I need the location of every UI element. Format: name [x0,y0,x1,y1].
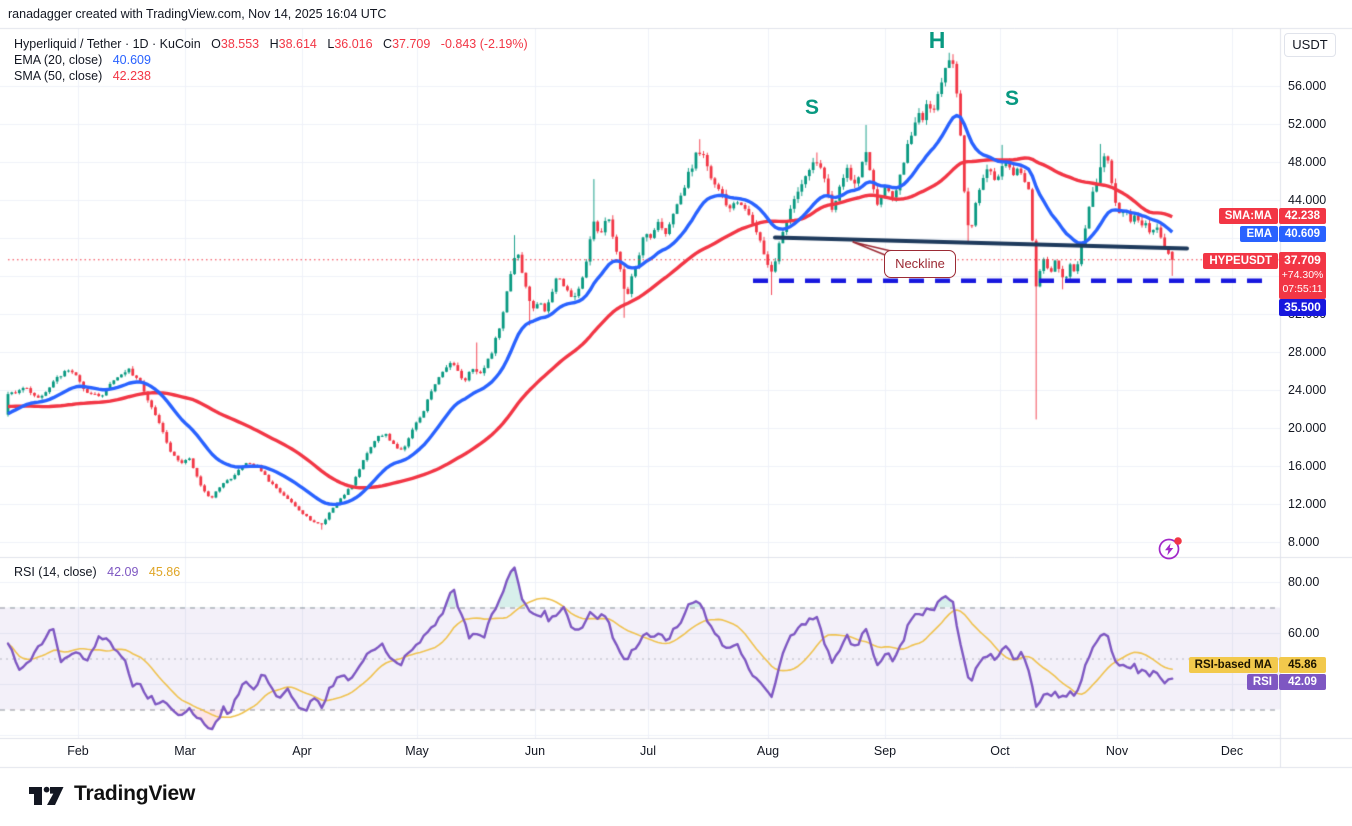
right-shoulder-annotation[interactable]: S [1004,87,1019,110]
bar-countdown: 07:55:11 [1282,283,1323,295]
close-label: C [383,37,393,51]
chart-legend: Hyperliquid / Tether · 1D · KuCoin O38.5… [14,36,528,84]
ema-axis-value: 40.609 [1279,226,1326,242]
sma-label: SMA (50, close) [14,69,103,83]
ema-axis-label: EMA [1240,226,1278,242]
price-tick-label: 12.000 [1288,497,1327,511]
month-label-nov[interactable]: Nov [1105,744,1129,758]
rsi-tick-label: 80.00 [1288,575,1320,589]
month-label-dec[interactable]: Dec [1220,744,1244,758]
support-level-badge: 35.500 [1279,299,1326,316]
low-value: 36.016 [334,37,373,51]
sma-legend-row[interactable]: SMA (50, close) 42.238 [14,68,528,84]
rsi-tick-label: 60.00 [1288,626,1320,640]
rsi-ma-value: 45.86 [148,565,181,579]
tradingview-footer-logo[interactable]: TradingView [28,780,195,808]
open-value: 38.553 [220,37,260,51]
price-tick-label: 44.000 [1288,193,1327,207]
ema-value: 40.609 [112,53,151,67]
price-tick-label: 48.000 [1288,155,1327,169]
currency-usdt-button[interactable]: USDT [1284,33,1336,57]
open-label: O [211,37,221,51]
head-annotation[interactable]: H [928,27,946,53]
month-label-aug[interactable]: Aug [756,744,780,758]
close-value: 37.709 [392,37,431,51]
price-axis-badge: 37.709 +74.30% 07:55:11 [1279,252,1326,299]
month-label-apr[interactable]: Apr [292,744,312,758]
price-tick-label: 8.000 [1288,535,1320,549]
change-value: -0.843 (-2.19%) [440,37,528,51]
rsi-legend-row[interactable]: RSI (14, close) 42.09 45.86 [14,565,180,579]
sma-axis-value: 42.238 [1279,208,1326,224]
rsi-axis-label: RSI [1246,674,1278,690]
symbol-axis-label: HYPEUSDT [1203,253,1278,269]
neckline-callout[interactable]: Neckline [884,250,956,278]
price-tick-label: 24.000 [1288,383,1327,397]
rsi-label: RSI (14, close) [14,565,97,579]
month-label-feb[interactable]: Feb [67,744,89,758]
rsi-ma-axis-label: RSI-based MA [1188,657,1278,673]
month-label-mar[interactable]: Mar [174,744,196,758]
month-label-jun[interactable]: Jun [524,744,546,758]
month-label-oct[interactable]: Oct [990,744,1010,758]
rsi-value: 42.09 [107,565,139,579]
sma-value: 42.238 [112,69,151,83]
change-percent: +74.30% [1281,269,1324,281]
price-tick-label: 28.000 [1288,345,1327,359]
credit-line: ranadagger created with TradingView.com,… [8,7,387,21]
price-tick-label: 56.000 [1288,79,1327,93]
tradingview-logo-mark [29,786,64,805]
last-price: 37.709 [1284,253,1321,267]
month-label-sep[interactable]: Sep [873,744,897,758]
price-tick-label: 16.000 [1288,459,1327,473]
left-shoulder-annotation[interactable]: S [804,96,819,119]
sma-axis-label: SMA:MA [1218,208,1278,224]
symbol-legend-row[interactable]: Hyperliquid / Tether · 1D · KuCoin O38.5… [14,36,528,52]
symbol-title: Hyperliquid / Tether · 1D · KuCoin [14,37,201,51]
rsi-ma-axis-value: 45.86 [1279,657,1326,673]
ema-label: EMA (20, close) [14,53,103,67]
month-label-jul[interactable]: Jul [640,744,656,758]
month-label-may[interactable]: May [405,744,429,758]
ema-legend-row[interactable]: EMA (20, close) 40.609 [14,52,528,68]
high-value: 38.614 [278,37,317,51]
tradingview-brand-text: TradingView [74,782,196,805]
high-label: H [269,37,279,51]
price-tick-label: 20.000 [1288,421,1327,435]
rsi-axis-value: 42.09 [1279,674,1326,690]
flash-ideas-icon[interactable] [1155,533,1185,563]
low-label: L [327,37,335,51]
price-tick-label: 52.000 [1288,117,1327,131]
